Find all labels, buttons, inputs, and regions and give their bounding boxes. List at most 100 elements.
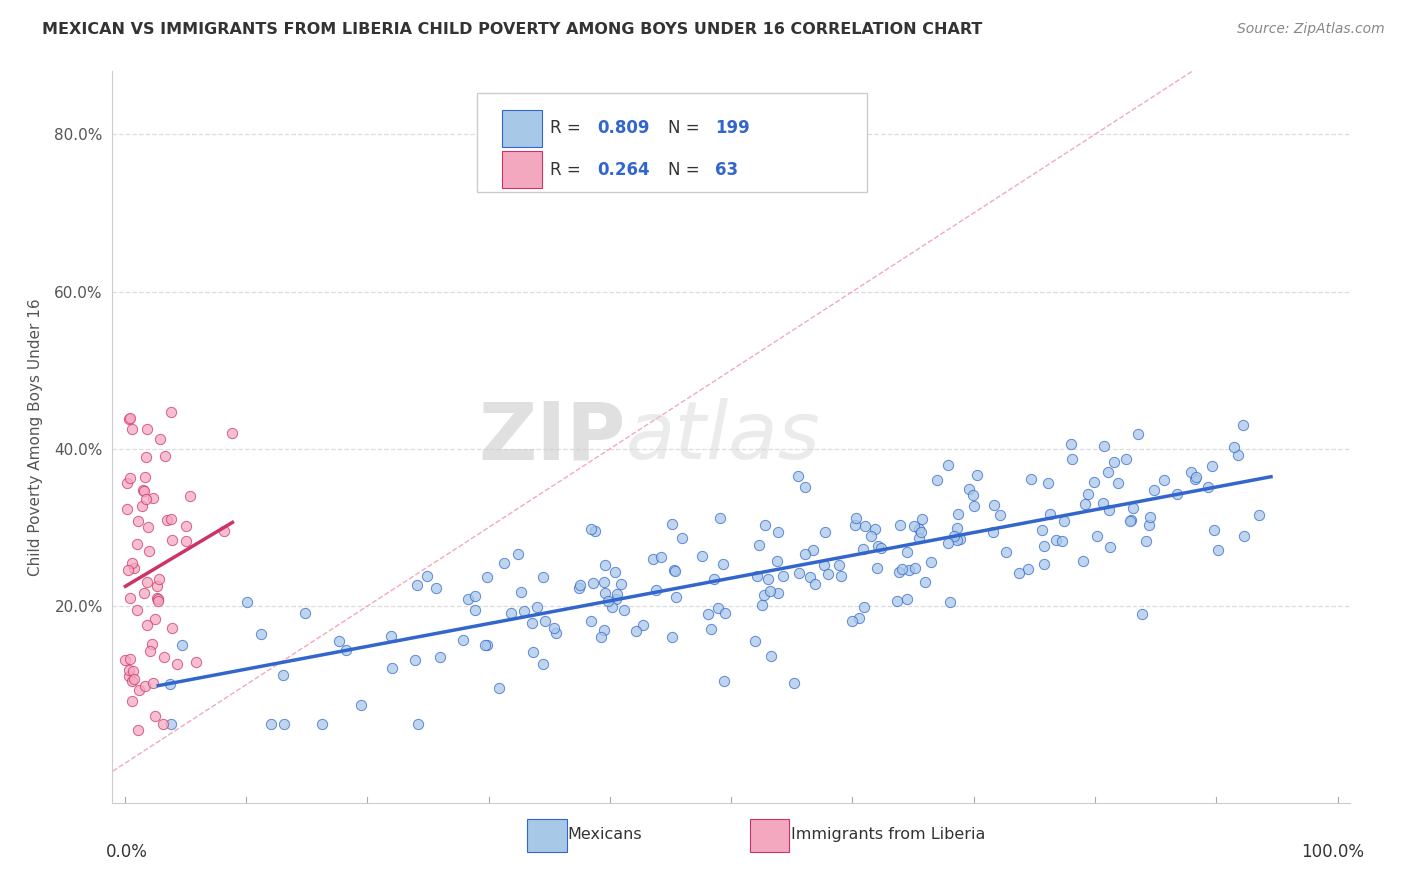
- Point: [606, 587, 628, 601]
- Point: [534, 614, 557, 628]
- Point: [136, 575, 159, 590]
- Point: [959, 482, 981, 496]
- Point: [981, 525, 1004, 540]
- Point: [593, 558, 616, 573]
- Point: [766, 554, 789, 568]
- Point: [160, 533, 183, 548]
- Point: [593, 574, 616, 589]
- Point: [783, 676, 806, 690]
- Point: [149, 432, 172, 446]
- Point: [1074, 497, 1097, 511]
- Point: [134, 679, 156, 693]
- Point: [828, 558, 851, 573]
- Point: [146, 591, 169, 606]
- Point: [758, 584, 780, 599]
- Point: [132, 483, 155, 498]
- Point: [1077, 486, 1099, 500]
- Point: [983, 498, 1005, 512]
- Point: [593, 586, 616, 600]
- Point: [152, 717, 174, 731]
- Point: [114, 653, 136, 667]
- Point: [711, 557, 734, 571]
- Point: [122, 672, 145, 686]
- Text: N =: N =: [668, 120, 704, 137]
- Point: [605, 591, 627, 606]
- FancyBboxPatch shape: [502, 152, 541, 188]
- Point: [1233, 529, 1256, 543]
- Point: [641, 552, 664, 566]
- Point: [273, 717, 295, 731]
- Point: [166, 657, 188, 671]
- Point: [859, 529, 882, 543]
- Point: [841, 615, 863, 629]
- Point: [1097, 465, 1119, 479]
- Point: [406, 577, 429, 591]
- Point: [155, 449, 177, 463]
- Point: [1143, 483, 1166, 497]
- Text: N =: N =: [668, 161, 704, 178]
- Point: [335, 643, 357, 657]
- Point: [350, 698, 373, 713]
- Point: [160, 405, 183, 419]
- Point: [451, 633, 474, 648]
- Point: [1032, 539, 1054, 553]
- Point: [464, 602, 486, 616]
- Point: [404, 653, 426, 667]
- Point: [510, 585, 533, 599]
- Point: [1092, 439, 1115, 453]
- Point: [533, 657, 555, 672]
- Point: [766, 585, 789, 599]
- Point: [415, 569, 437, 583]
- Point: [1071, 554, 1094, 568]
- Point: [789, 566, 811, 580]
- Text: MEXICAN VS IMMIGRANTS FROM LIBERIA CHILD POVERTY AMONG BOYS UNDER 16 CORRELATION: MEXICAN VS IMMIGRANTS FROM LIBERIA CHILD…: [42, 22, 983, 37]
- Point: [1202, 523, 1225, 537]
- Point: [1031, 523, 1053, 537]
- Point: [1166, 487, 1188, 501]
- Point: [122, 561, 145, 575]
- Text: Immigrants from Liberia: Immigrants from Liberia: [790, 828, 984, 842]
- Point: [121, 556, 143, 570]
- Point: [141, 637, 163, 651]
- Point: [706, 601, 728, 615]
- Point: [512, 604, 534, 618]
- Text: ZIP: ZIP: [478, 398, 626, 476]
- Point: [787, 469, 810, 483]
- Point: [962, 488, 984, 502]
- Point: [910, 524, 932, 539]
- Point: [143, 612, 166, 626]
- Point: [176, 519, 198, 533]
- Point: [406, 717, 429, 731]
- Point: [936, 535, 959, 549]
- Point: [381, 661, 404, 675]
- Point: [589, 630, 612, 644]
- Point: [543, 621, 565, 635]
- Point: [794, 547, 817, 561]
- Text: 199: 199: [716, 120, 749, 137]
- Point: [914, 575, 936, 590]
- Point: [903, 519, 925, 533]
- Point: [1197, 480, 1219, 494]
- Point: [671, 531, 693, 545]
- Point: [121, 422, 143, 436]
- Text: 0.809: 0.809: [598, 120, 650, 137]
- Point: [920, 555, 942, 569]
- Point: [650, 550, 672, 565]
- Point: [138, 544, 160, 558]
- Point: [1115, 452, 1137, 467]
- Point: [799, 570, 821, 584]
- Point: [1184, 473, 1206, 487]
- Point: [136, 422, 159, 436]
- Point: [1132, 607, 1154, 621]
- Point: [172, 639, 194, 653]
- Point: [891, 561, 914, 575]
- Point: [662, 564, 685, 578]
- Point: [128, 682, 150, 697]
- Point: [492, 556, 515, 570]
- Point: [148, 572, 170, 586]
- Point: [121, 694, 143, 708]
- Point: [939, 594, 962, 608]
- Point: [845, 510, 868, 524]
- Point: [118, 669, 141, 683]
- Point: [904, 561, 927, 575]
